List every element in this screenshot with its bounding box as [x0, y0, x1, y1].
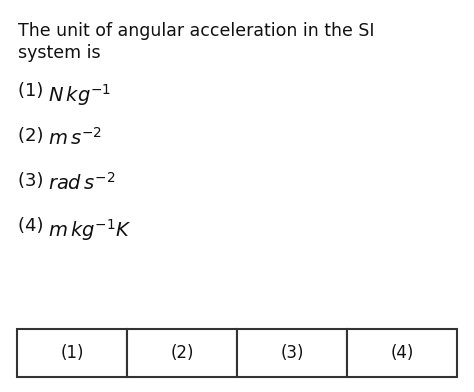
Text: (1): (1)	[18, 82, 49, 100]
Bar	[347, 329, 457, 377]
Text: The unit of angular acceleration in the SI: The unit of angular acceleration in the …	[18, 22, 374, 40]
Text: $N\,kg^{-1}$: $N\,kg^{-1}$	[48, 82, 111, 108]
Bar	[17, 329, 127, 377]
Text: (2): (2)	[170, 344, 194, 362]
Text: (4): (4)	[18, 217, 49, 235]
Text: system is: system is	[18, 44, 100, 62]
Bar	[127, 329, 237, 377]
Bar	[237, 329, 347, 377]
Text: $rad\,s^{-2}$: $rad\,s^{-2}$	[48, 172, 115, 194]
Text: (1): (1)	[60, 344, 84, 362]
Text: (3): (3)	[18, 172, 49, 190]
Text: (3): (3)	[280, 344, 304, 362]
Text: (4): (4)	[390, 344, 414, 362]
Text: $m\,s^{-2}$: $m\,s^{-2}$	[48, 127, 102, 149]
Text: (2): (2)	[18, 127, 49, 145]
Text: $m\,kg^{-1}K$: $m\,kg^{-1}K$	[48, 217, 131, 243]
